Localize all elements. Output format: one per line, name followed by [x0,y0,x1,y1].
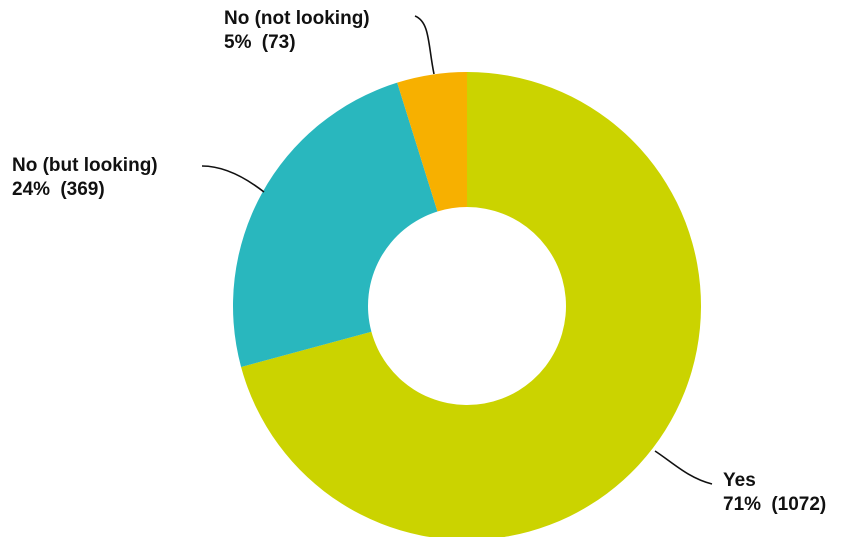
leader-line-yes [654,450,713,485]
leader-line-no-not-looking [414,15,435,75]
slice-label-no-not-looking-value: 5% (73) [224,32,296,53]
slice-no-not-looking [397,72,467,212]
slice-yes [241,72,701,537]
slices-group [233,72,701,537]
leader-line-no-but-looking [201,165,265,193]
slice-label-no-but-looking-percent: 24% [12,179,50,200]
slice-label-yes: Yes 71% (1072) [723,470,826,515]
labels-group: Yes 71% (1072) No (but looking) 24% (369… [12,8,826,515]
slice-label-no-not-looking-count: (73) [262,32,296,53]
slice-label-yes-value: 71% (1072) [723,494,826,515]
slice-label-no-but-looking-value: 24% (369) [12,179,105,200]
slice-label-yes-name: Yes [723,470,756,491]
slice-label-no-but-looking: No (but looking) 24% (369) [12,155,158,200]
slice-label-no-but-looking-name: No (but looking) [12,155,158,176]
slice-no-but-looking [233,82,438,367]
slice-label-no-but-looking-count: (369) [60,179,104,200]
slice-label-no-not-looking-name: No (not looking) [224,8,370,29]
leader-lines-group [201,15,713,485]
slice-label-yes-count: (1072) [771,494,826,515]
slice-label-yes-percent: 71% [723,494,761,515]
slice-label-no-not-looking-percent: 5% [224,32,252,53]
slice-label-no-not-looking: No (not looking) 5% (73) [224,8,370,53]
